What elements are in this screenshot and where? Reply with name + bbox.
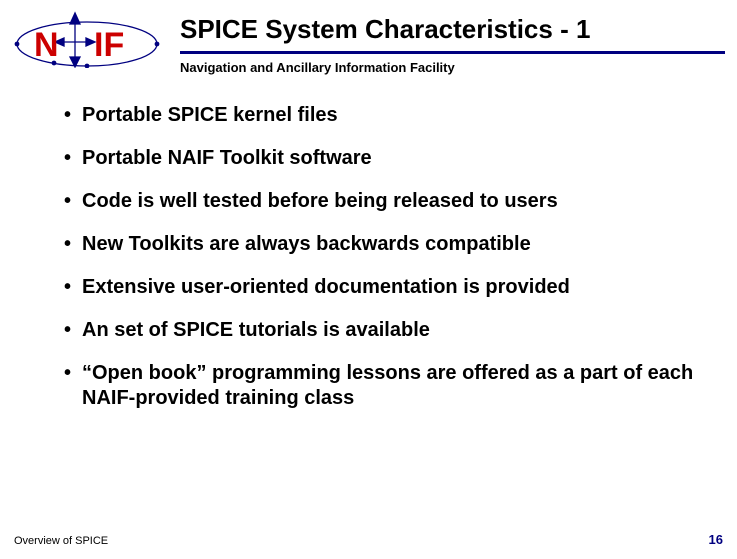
list-item: Portable SPICE kernel files [64,103,697,128]
list-item: Extensive user-oriented documentation is… [64,275,697,300]
list-item: New Toolkits are always backwards compat… [64,232,697,257]
slide: N IF SPICE System Characteristics - 1 Na… [0,0,737,559]
slide-subtitle: Navigation and Ancillary Information Fac… [180,60,725,75]
footer-left: Overview of SPICE [14,535,108,547]
header: N IF SPICE System Characteristics - 1 Na… [0,0,737,75]
logo-letters-if: IF [94,26,124,64]
bullet-list: Portable SPICE kernel files Portable NAI… [64,103,697,411]
page-number: 16 [709,532,723,547]
title-area: SPICE System Characteristics - 1 Navigat… [162,10,725,75]
content: Portable SPICE kernel files Portable NAI… [0,75,737,411]
list-item: “Open book” programming lessons are offe… [64,361,697,411]
logo-letter-n: N [34,26,59,64]
list-item: Portable NAIF Toolkit software [64,146,697,171]
naif-logo: N IF [12,10,162,68]
list-item: Code is well tested before being release… [64,189,697,214]
list-item: An set of SPICE tutorials is available [64,318,697,343]
slide-title: SPICE System Characteristics - 1 [180,14,725,54]
